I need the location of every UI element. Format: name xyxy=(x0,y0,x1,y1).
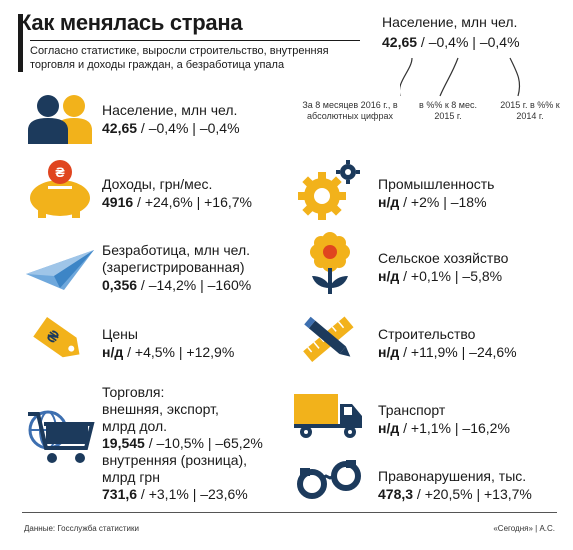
gears-icon xyxy=(298,160,360,220)
footer-divider xyxy=(22,512,557,513)
offenses-value: 478,3 / +20,5% | +13,7% xyxy=(378,486,532,502)
agriculture-value: н/д / +0,1% | –5,8% xyxy=(378,268,503,284)
title-accent-bar xyxy=(18,14,23,72)
offenses-label: Правонарушения, тыс. xyxy=(378,468,527,484)
trade-retail-label: внутренняя (розница), xyxy=(102,452,248,468)
truck-icon xyxy=(294,394,362,438)
unemployment-label: Безработица, млн чел. xyxy=(102,242,251,258)
page-title: Как менялась страна xyxy=(18,10,243,35)
trade-retail-unit: млрд грн xyxy=(102,469,160,485)
page-subtitle: Согласно статистике, выросли строительст… xyxy=(30,45,329,71)
piggy-bank-icon: ₴ xyxy=(30,160,90,218)
unemployment-sublabel: (зарегистрированная) xyxy=(102,259,245,275)
svg-text:₴: ₴ xyxy=(55,164,65,180)
population-label: Население, млн чел. xyxy=(102,102,238,118)
legend-value-main: 42,65 xyxy=(382,34,418,50)
legend-note-annual: 2015 г. в %% к 2014 г. xyxy=(500,100,560,121)
income-value: 4916 / +24,6% | +16,7% xyxy=(102,194,252,210)
income-label: Доходы, грн/мес. xyxy=(102,176,213,192)
footer-credit: «Сегодня» | А.С. xyxy=(493,524,555,533)
trade-export-value: 19,545 / –10,5% | –65,2% xyxy=(102,435,263,451)
legend-title: Население, млн чел. xyxy=(382,14,518,30)
prices-label: Цены xyxy=(102,326,138,342)
flower-icon xyxy=(310,232,350,294)
transport-label: Транспорт xyxy=(378,402,446,418)
legend-values: 42,65 / –0,4% | –0,4% xyxy=(382,34,520,50)
paper-plane-icon xyxy=(26,250,94,290)
transport-value: н/д / +1,1% | –16,2% xyxy=(378,420,510,436)
legend-value-rest: / –0,4% | –0,4% xyxy=(417,34,520,50)
pencil-ruler-icon xyxy=(303,316,354,362)
legend-note-absolute: За 8 месяцев 2016 г., в абсолютных цифра… xyxy=(302,100,398,121)
trade-label: Торговля: xyxy=(102,384,165,400)
people-icon xyxy=(28,95,92,144)
legend-note-yoy: в %% к 8 мес. 2015 г. xyxy=(419,100,477,121)
handcuffs-icon xyxy=(297,460,361,499)
construction-value: н/д / +11,9% | –24,6% xyxy=(378,344,517,360)
prices-value: н/д / +4,5% | +12,9% xyxy=(102,344,235,360)
industry-value: н/д / +2% | –18% xyxy=(378,194,487,210)
agriculture-label: Сельское хозяйство xyxy=(378,250,509,266)
unemployment-value: 0,356 / –14,2% | –160% xyxy=(102,277,252,293)
construction-label: Строительство xyxy=(378,326,476,342)
industry-label: Промышленность xyxy=(378,176,495,192)
legend-pointer-lines xyxy=(400,57,521,97)
shopping-cart-icon xyxy=(28,410,95,463)
title-divider xyxy=(30,40,360,41)
population-value: 42,65 / –0,4% | –0,4% xyxy=(102,120,240,136)
trade-retail-value: 731,6 / +3,1% | –23,6% xyxy=(102,486,248,502)
trade-export-unit: млрд дол. xyxy=(102,418,168,434)
trade-export-label: внешняя, экспорт, xyxy=(102,401,219,417)
footer-source: Данные: Госслужба статистики xyxy=(24,524,139,533)
price-tag-icon: ₴ xyxy=(33,316,80,358)
